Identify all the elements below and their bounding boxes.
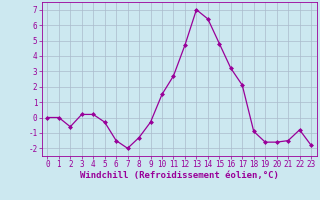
X-axis label: Windchill (Refroidissement éolien,°C): Windchill (Refroidissement éolien,°C): [80, 171, 279, 180]
